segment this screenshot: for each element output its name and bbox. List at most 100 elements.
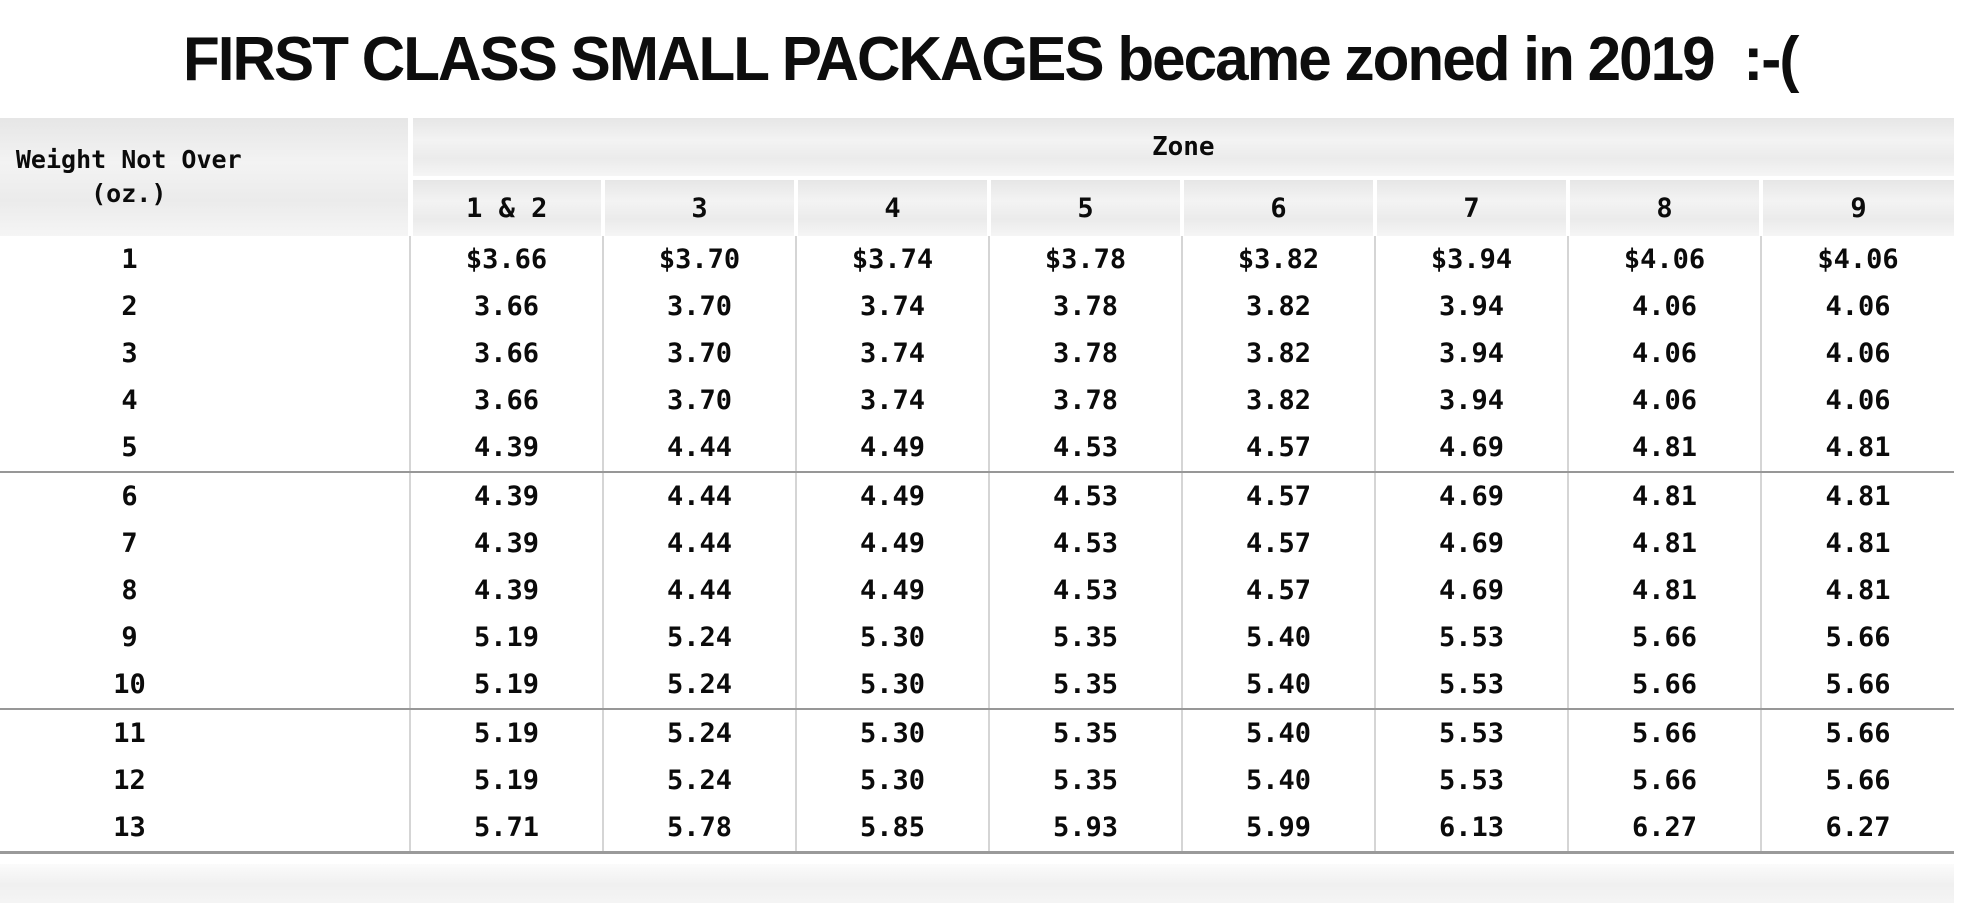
price-cell: 5.19 [409, 661, 603, 710]
weight-cell: 12 [0, 757, 410, 804]
price-cell: 5.35 [988, 757, 1182, 804]
price-cell: 4.49 [795, 520, 989, 567]
price-cell: 4.81 [1567, 472, 1761, 520]
page-title: FIRST CLASS SMALL PACKAGES became zoned … [183, 24, 1799, 94]
price-cell: 5.66 [1760, 757, 1954, 804]
price-cell: 5.53 [1374, 614, 1568, 661]
price-cell: 3.82 [1181, 377, 1375, 424]
price-cell: 3.74 [795, 330, 989, 377]
price-cell: 4.39 [409, 567, 603, 614]
zone-column-header: 7 [1373, 176, 1568, 236]
price-cell: 5.19 [409, 757, 603, 804]
weight-cell: 2 [0, 283, 410, 330]
price-cell: 5.30 [795, 757, 989, 804]
price-cell: 3.82 [1181, 330, 1375, 377]
price-cell: 5.24 [602, 614, 796, 661]
table-row: 2 3.66 3.70 3.74 3.78 3.82 3.94 4.06 4.06 [0, 283, 1954, 330]
price-cell: 5.66 [1760, 614, 1954, 661]
price-cell: 4.06 [1760, 283, 1954, 330]
price-cell: 5.30 [795, 661, 989, 710]
price-cell: 4.53 [988, 520, 1182, 567]
price-cell: 5.53 [1374, 709, 1568, 757]
price-cell: 4.39 [409, 472, 603, 520]
price-cell: 6.27 [1760, 804, 1954, 854]
price-cell: 4.44 [602, 472, 796, 520]
price-cell: 4.69 [1374, 472, 1568, 520]
price-cell: 5.53 [1374, 757, 1568, 804]
price-cell: 3.78 [988, 283, 1182, 330]
price-cell: 4.81 [1567, 567, 1761, 614]
price-cell: $3.66 [409, 236, 603, 283]
price-cell: 5.35 [988, 614, 1182, 661]
price-cell: $4.06 [1567, 236, 1761, 283]
price-cell: 4.57 [1181, 520, 1375, 567]
price-cell: 4.49 [795, 424, 989, 473]
zone-column-header: 9 [1759, 176, 1954, 236]
price-cell: 4.69 [1374, 424, 1568, 473]
weight-cell: 6 [0, 472, 410, 520]
price-cell: 3.74 [795, 377, 989, 424]
price-cell: $3.70 [602, 236, 796, 283]
weight-cell: 7 [0, 520, 410, 567]
price-cell: 4.06 [1760, 330, 1954, 377]
price-cell: 4.44 [602, 567, 796, 614]
price-cell: 4.49 [795, 567, 989, 614]
price-cell: 5.66 [1760, 661, 1954, 710]
table-row: 12 5.19 5.24 5.30 5.35 5.40 5.53 5.66 5.66 [0, 757, 1954, 804]
price-cell: 4.81 [1567, 520, 1761, 567]
table-row: 10 5.19 5.24 5.30 5.35 5.40 5.53 5.66 5.66 [0, 661, 1954, 710]
table-row: 8 4.39 4.44 4.49 4.53 4.57 4.69 4.81 4.81 [0, 567, 1954, 614]
price-cell: 4.06 [1760, 377, 1954, 424]
price-cell: 5.66 [1567, 614, 1761, 661]
price-cell: 5.85 [795, 804, 989, 854]
weight-header-line2: (oz.) [91, 179, 167, 208]
price-cell: 3.94 [1374, 330, 1568, 377]
table-row: 13 5.71 5.78 5.85 5.93 5.99 6.13 6.27 6.27 [0, 804, 1954, 854]
price-cell: 5.66 [1567, 661, 1761, 710]
price-cell: 4.57 [1181, 567, 1375, 614]
price-cell: 5.40 [1181, 757, 1375, 804]
price-cell: $4.06 [1760, 236, 1954, 283]
price-cell: 5.24 [602, 661, 796, 710]
zone-group-row: Weight Not Over (oz.) Zone [0, 118, 1954, 236]
price-cell: 5.40 [1181, 661, 1375, 710]
table-row: 1 $3.66 $3.70 $3.74 $3.78 $3.82 $3.94 $4.06 $4.0… [0, 236, 1954, 283]
zone-column-header: 4 [794, 176, 989, 236]
price-cell: 4.53 [988, 424, 1182, 473]
price-cell: 4.39 [409, 520, 603, 567]
weight-cell: 10 [0, 661, 410, 710]
price-cell: 5.99 [1181, 804, 1375, 854]
table-body: 1 $3.66 $3.70 $3.74 $3.78 $3.82 $3.94 $4.06 $4.0… [0, 236, 1954, 854]
price-cell: 3.70 [602, 283, 796, 330]
price-cell: 5.19 [409, 709, 603, 757]
price-cell: 4.49 [795, 472, 989, 520]
price-cell: 3.78 [988, 330, 1182, 377]
price-cell: 3.70 [602, 377, 796, 424]
price-cell: 5.78 [602, 804, 796, 854]
price-cell: 5.35 [988, 661, 1182, 710]
zone-column-header: 5 [987, 176, 1182, 236]
weight-cell: 13 [0, 804, 410, 854]
price-cell: 5.66 [1567, 709, 1761, 757]
price-cell: 5.66 [1760, 709, 1954, 757]
price-cell: 3.82 [1181, 283, 1375, 330]
price-cell: 4.69 [1374, 520, 1568, 567]
zone-column-header: 3 [601, 176, 796, 236]
price-cell: 3.70 [602, 330, 796, 377]
table-row: 3 3.66 3.70 3.74 3.78 3.82 3.94 4.06 4.06 [0, 330, 1954, 377]
weight-cell: 5 [0, 424, 410, 473]
price-cell: $3.82 [1181, 236, 1375, 283]
zone-group-header: Zone [407, 118, 1954, 178]
table-row: 7 4.39 4.44 4.49 4.53 4.57 4.69 4.81 4.81 [0, 520, 1954, 567]
table-row: 5 4.39 4.44 4.49 4.53 4.57 4.69 4.81 4.81 [0, 424, 1954, 473]
price-cell: 3.66 [409, 283, 603, 330]
price-cell: 4.81 [1567, 424, 1761, 473]
zone-column-header: 1 & 2 [407, 176, 603, 236]
price-cell: 4.53 [988, 472, 1182, 520]
zone-column-header: 8 [1566, 176, 1761, 236]
price-cell: 4.39 [409, 424, 603, 473]
